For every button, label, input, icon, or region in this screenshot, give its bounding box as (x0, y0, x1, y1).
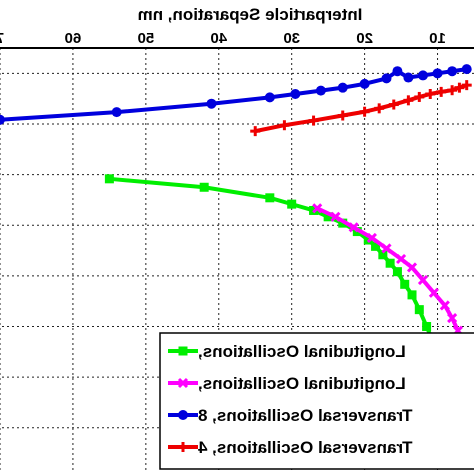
x-tick-label: 20 (356, 30, 373, 47)
data-point-circle (381, 73, 392, 84)
data-point-square (378, 250, 388, 260)
data-point-x (439, 300, 450, 311)
data-point-square (287, 199, 297, 209)
x-axis-label: Interparticle Separation, nm (138, 5, 363, 24)
data-point-square (414, 305, 424, 315)
data-point-plus (447, 85, 458, 96)
data-point-x (417, 275, 429, 286)
data-point-x (366, 232, 377, 243)
legend-box (159, 332, 474, 470)
data-point-plus (425, 88, 436, 99)
data-point-square (392, 267, 402, 277)
data-point-square (199, 182, 209, 192)
data-point-plus (374, 103, 385, 114)
data-point-x (381, 243, 392, 254)
x-tick-label: 7 (0, 30, 4, 47)
series-3 (250, 80, 472, 137)
data-point-circle (447, 66, 458, 77)
data-point-x (447, 313, 458, 324)
data-point-circle (461, 64, 472, 75)
data-point-plus (454, 82, 465, 93)
data-point-plus (461, 80, 472, 91)
x-tick-label: 50 (138, 30, 155, 47)
data-point-circle (0, 114, 5, 125)
data-point-square (400, 279, 410, 289)
data-point-plus (388, 99, 399, 110)
data-point-circle (206, 98, 217, 109)
data-point-circle (392, 66, 403, 77)
data-point-square (104, 174, 114, 184)
data-point-circle (403, 72, 414, 83)
data-point-circle (417, 70, 428, 81)
data-point-plus (403, 95, 414, 106)
data-point-circle (359, 78, 370, 89)
data-point-square (407, 290, 417, 300)
data-point-plus (308, 115, 319, 126)
grid (0, 48, 474, 470)
legend-label: Transversal Oscillations, 8 (198, 406, 413, 425)
data-point-square (371, 241, 381, 251)
x-tick-label: 40 (210, 30, 227, 47)
data-point-circle (290, 88, 301, 99)
legend: Longitudinal Oscillations, Longitudinal O… (159, 332, 474, 470)
legend-label: Transversal Oscillations, 4 (197, 438, 412, 457)
data-point-circle (264, 92, 275, 103)
data-point-plus (337, 110, 348, 121)
x-tick-label: 60 (65, 30, 82, 47)
data-point-circle (315, 85, 326, 96)
data-point-x (177, 377, 189, 389)
data-point-plus (279, 120, 290, 131)
data-point-plus (414, 91, 425, 102)
data-point-plus (178, 442, 188, 452)
data-point-square (178, 346, 188, 356)
data-point-square (265, 193, 275, 203)
data-point-square (323, 212, 333, 222)
data-point-x (406, 262, 418, 273)
data-point-circle (178, 410, 188, 420)
data-point-x (312, 203, 323, 214)
series-2 (0, 64, 472, 125)
legend-label: Longitudinal Oscillations, (198, 374, 406, 393)
data-point-circle (111, 107, 122, 118)
data-point-plus (359, 106, 370, 117)
data-point-square (422, 322, 432, 332)
x-tick-label: 30 (283, 30, 300, 47)
data-point-x (396, 253, 407, 265)
data-point-plus (250, 126, 261, 137)
data-point-circle (432, 68, 443, 79)
axes: 10 20 30 40 50 60 7 (0, 30, 474, 49)
x-tick-label: 10 (429, 30, 446, 47)
data-point-x (348, 222, 359, 233)
data-point-square (385, 258, 395, 268)
data-point-x (428, 287, 439, 298)
data-point-x (330, 211, 341, 222)
data-point-circle (337, 82, 348, 93)
data-point-plus (436, 86, 447, 97)
legend-label: Longitudinal Oscillations, (198, 342, 406, 361)
